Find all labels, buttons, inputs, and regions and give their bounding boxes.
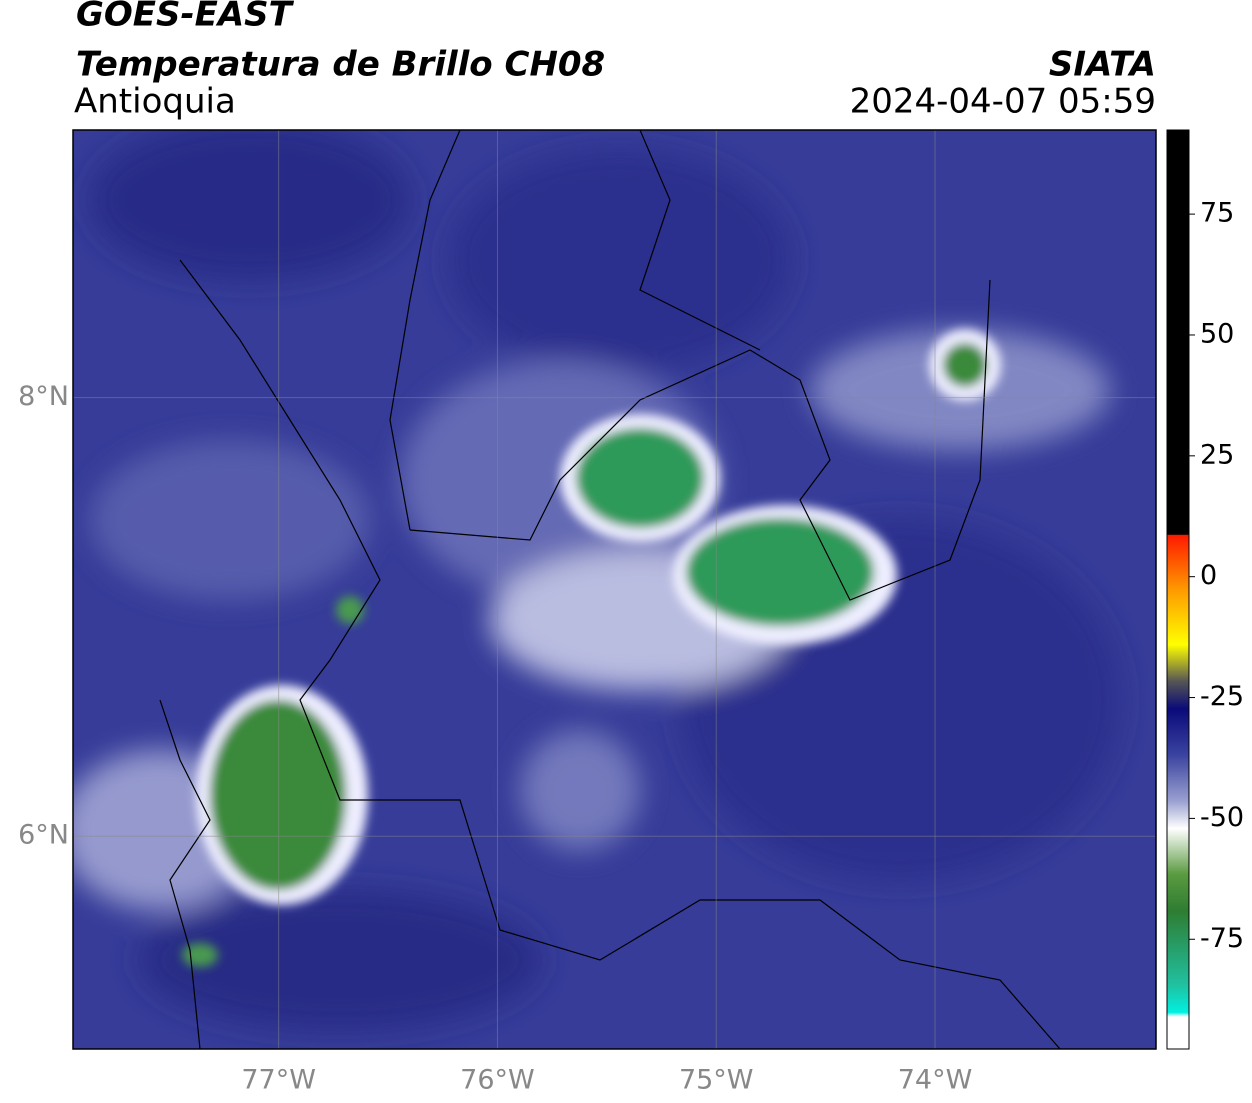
colorbar-tick-label: 0 xyxy=(1200,560,1217,591)
colorbar-tick-label: 75 xyxy=(1200,198,1234,229)
x-tick-label: 76°W xyxy=(460,1065,535,1096)
colorbar-tick-label: 25 xyxy=(1200,439,1234,470)
y-tick-label: 6°N xyxy=(18,820,69,851)
datetime: 2024-04-07 05:59 xyxy=(850,82,1156,122)
satellite-title: GOES-EAST xyxy=(76,0,295,35)
x-tick-label: 74°W xyxy=(898,1065,973,1096)
colorbar-tick-label: 50 xyxy=(1200,318,1234,349)
x-tick-label: 75°W xyxy=(679,1065,754,1096)
colorbar-tick-label: -25 xyxy=(1200,681,1244,712)
region: Antioquia xyxy=(74,82,236,122)
colorbar-tick-label: -50 xyxy=(1200,802,1244,833)
x-tick-label: 77°W xyxy=(241,1065,316,1096)
map-frame xyxy=(72,129,1157,1050)
satellite-image xyxy=(73,130,1156,1049)
grid xyxy=(73,130,1156,1049)
colorbar-tick-label: -75 xyxy=(1200,923,1244,954)
source: SIATA xyxy=(1049,45,1156,85)
y-tick-label: 8°N xyxy=(18,381,69,412)
colorbar xyxy=(1166,129,1190,1050)
product-title: Temperatura de Brillo CH08 xyxy=(76,45,605,85)
